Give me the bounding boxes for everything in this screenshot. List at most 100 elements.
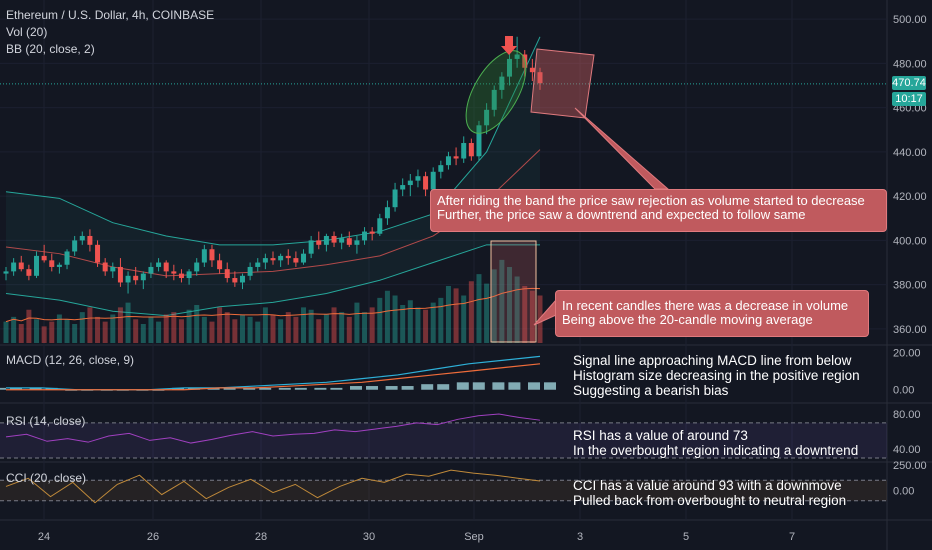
volume-bar: [346, 316, 352, 343]
candle-body: [323, 235, 329, 245]
cci-legend: CCI (20, close): [6, 470, 86, 487]
candle-body: [163, 262, 169, 272]
candle-body: [64, 251, 70, 265]
macd-histogram-bar: [294, 387, 307, 390]
symbol-title[interactable]: Ethereum / U.S. Dollar, 4h, COINBASE: [6, 8, 215, 22]
volume-bar: [522, 286, 528, 343]
macd-histogram-bar: [314, 387, 327, 390]
rsi-band: [0, 422, 887, 458]
macd-indicator-label[interactable]: MACD (12, 26, close, 9): [6, 353, 135, 367]
volume-bar: [224, 312, 230, 343]
projection-box: [530, 48, 595, 119]
candle-body: [362, 231, 368, 241]
candle-body: [461, 143, 467, 159]
x-tick-label: 28: [255, 531, 267, 543]
volume-bar: [499, 259, 505, 343]
macd-histogram-bar: [207, 387, 220, 390]
volume-bar: [178, 319, 184, 343]
macd-y-tick-label: 20.00: [893, 348, 921, 360]
volume-bar: [255, 321, 261, 343]
macd-histogram-bar: [528, 382, 540, 390]
volume-bar: [316, 319, 322, 343]
macd-histogram-bar: [278, 387, 291, 390]
volume-bar: [201, 316, 207, 343]
rsi-y-tick-label: 80.00: [893, 409, 921, 421]
bollinger-indicator-label[interactable]: BB (20, close, 2): [6, 42, 95, 56]
macd-note: Signal line approaching MACD line from b…: [573, 353, 860, 398]
volume-bar: [163, 314, 169, 343]
macd-histogram-bar: [259, 387, 272, 390]
volume-bar: [171, 312, 177, 343]
y-tick-label: 420.00: [893, 191, 927, 203]
countdown-tag: 10:17: [892, 92, 926, 106]
volume-bar: [377, 297, 383, 343]
candle-body: [79, 235, 85, 241]
candle-body: [484, 109, 490, 126]
candle-body: [110, 266, 116, 272]
candle-body: [293, 258, 299, 263]
callout-line-1: After riding the band the price saw reje…: [437, 193, 865, 208]
x-tick-label: Sep: [464, 531, 484, 543]
volume-indicator-label[interactable]: Vol (20): [6, 25, 48, 39]
volume-bar: [262, 307, 268, 343]
candle-body: [186, 271, 192, 279]
candle-body: [18, 262, 24, 270]
volume-bar: [468, 281, 474, 343]
volume-bar: [49, 321, 55, 343]
candle-body: [224, 269, 230, 279]
cci-indicator-label[interactable]: CCI (20, close): [6, 471, 87, 485]
candle-body: [87, 235, 93, 245]
macd-histogram-bar: [172, 387, 184, 390]
candle-body: [56, 264, 62, 267]
macd-histogram-bar: [472, 382, 485, 390]
volume-bar: [209, 321, 215, 343]
candle-body: [369, 231, 375, 234]
macd-histogram-bar: [0, 387, 6, 390]
volume-bar: [331, 307, 337, 343]
volume-bar: [156, 321, 162, 343]
cci-note: CCI has a value around 93 with a downmov…: [573, 478, 846, 508]
candle-body: [468, 143, 474, 157]
candle-body: [102, 262, 108, 272]
volume-bar: [445, 286, 451, 343]
candle-body: [445, 156, 451, 166]
candle-body: [499, 76, 505, 90]
candle-body: [407, 180, 413, 186]
candle-body: [255, 262, 261, 267]
volume-bar: [362, 312, 368, 343]
callout-line-2: Being above the 20-candle moving average: [562, 312, 813, 327]
volume-bar: [323, 314, 329, 343]
macd-histogram-bar: [366, 386, 378, 390]
rsi-y-tick-label: 40.00: [893, 444, 921, 456]
volume-bar: [247, 316, 253, 343]
rsi-indicator-label[interactable]: RSI (14, close): [6, 414, 86, 428]
volume-bar: [369, 307, 375, 343]
rejection-callout[interactable]: After riding the band the price saw reje…: [430, 189, 887, 232]
note-line: In the overbought region indicating a do…: [573, 443, 859, 458]
cci-y-tick-label: 250.00: [893, 460, 927, 472]
volume-bar: [87, 307, 93, 343]
candle-body: [247, 266, 253, 276]
volume-bar: [34, 319, 40, 343]
candle-body: [377, 218, 383, 234]
note-line: Suggesting a bearish bias: [573, 383, 729, 398]
candle-body: [400, 185, 406, 190]
candle-body: [506, 58, 512, 77]
volume-bar: [407, 300, 413, 343]
macd-histogram-bar: [330, 387, 343, 390]
volume-bar: [400, 305, 406, 343]
candle-body: [232, 278, 238, 283]
candle-body: [49, 260, 55, 267]
candle-body: [346, 238, 352, 245]
macd-histogram-bar: [401, 386, 414, 390]
macd-histogram-bar: [243, 387, 256, 390]
note-line: Histogram size decreasing in the positiv…: [573, 368, 860, 383]
candle-body: [201, 249, 207, 263]
macd-histogram-bar: [385, 386, 398, 390]
candle-body: [430, 171, 436, 190]
volume-callout[interactable]: In recent candles there was a decrease i…: [555, 290, 869, 337]
volume-bar: [217, 307, 223, 343]
callout-line-1: In recent candles there was a decrease i…: [562, 298, 849, 313]
volume-bar: [26, 309, 32, 343]
